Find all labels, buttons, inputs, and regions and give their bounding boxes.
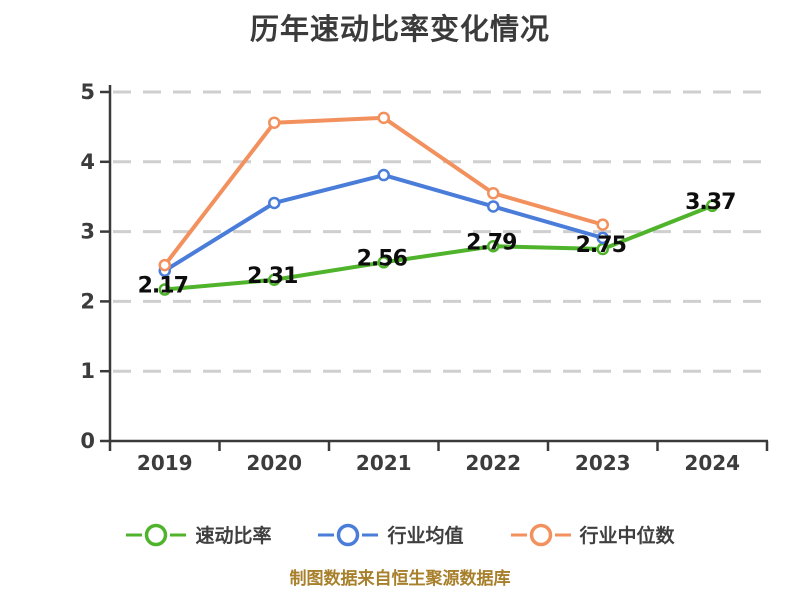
data-point-s1-2023 <box>596 231 609 245</box>
x-tick-label-2020: 2020 <box>246 451 302 475</box>
series-line-0 <box>162 203 715 292</box>
data-point-s0-2024 <box>706 199 719 213</box>
line-marker-icon <box>510 523 571 546</box>
data-source-note: 制图数据来自恒生聚源数据库 <box>289 569 511 589</box>
y-tick-label-5: 5 <box>80 80 95 104</box>
data-label-s0-2022: 2.79 <box>466 230 516 255</box>
data-label-s0-2023: 2.75 <box>576 233 626 258</box>
legend-item-quick-ratio[interactable]: 速动比率 <box>125 521 271 548</box>
legend-label-industry-mean: 行业均值 <box>387 525 464 547</box>
legend-item-industry-mean[interactable]: 行业均值 <box>317 521 464 548</box>
data-point-s2-2023 <box>596 218 609 231</box>
legend-label-industry-median: 行业中位数 <box>579 525 675 547</box>
data-point-s0-2019 <box>158 283 171 296</box>
x-tick-label-2022: 2022 <box>465 451 521 475</box>
data-label-s0-2024: 3.37 <box>685 190 735 215</box>
chart-legend: 速动比率 行业均值 行业中位数 <box>0 521 800 548</box>
legend-label-quick-ratio: 速动比率 <box>195 525 272 547</box>
data-point-s1-2022 <box>487 200 500 213</box>
chart-title: 历年速动比率变化情况 <box>249 12 550 46</box>
y-tick-label-0: 0 <box>80 429 95 453</box>
data-point-s0-2022 <box>487 240 500 253</box>
series-line-2 <box>162 115 605 268</box>
x-tick-label-2021: 2021 <box>356 451 412 475</box>
x-tick-label-2019: 2019 <box>137 451 193 475</box>
data-point-s2-2021 <box>377 111 390 125</box>
data-label-s0-2020: 2.31 <box>247 264 297 289</box>
data-point-s1-2021 <box>377 168 390 182</box>
data-label-s0-2021: 2.56 <box>357 246 408 271</box>
data-point-s0-2020 <box>268 273 281 287</box>
data-label-s0-2019: 2.17 <box>138 274 188 299</box>
x-tick-label-2023: 2023 <box>575 451 631 475</box>
data-point-s2-2019 <box>158 258 171 272</box>
line-marker-icon <box>126 523 187 546</box>
x-tick-label-2024: 2024 <box>684 451 740 475</box>
line-marker-icon <box>318 523 379 546</box>
data-point-s2-2022 <box>487 186 500 200</box>
y-tick-label-4: 4 <box>80 150 95 174</box>
y-tick-label-1: 1 <box>80 359 95 383</box>
data-point-s0-2021 <box>377 256 390 269</box>
data-point-s1-2020 <box>268 196 281 210</box>
data-point-s2-2020 <box>268 116 281 129</box>
legend-item-industry-median[interactable]: 行业中位数 <box>510 521 675 548</box>
y-tick-label-2: 2 <box>80 289 95 313</box>
y-tick-label-3: 3 <box>80 220 95 244</box>
